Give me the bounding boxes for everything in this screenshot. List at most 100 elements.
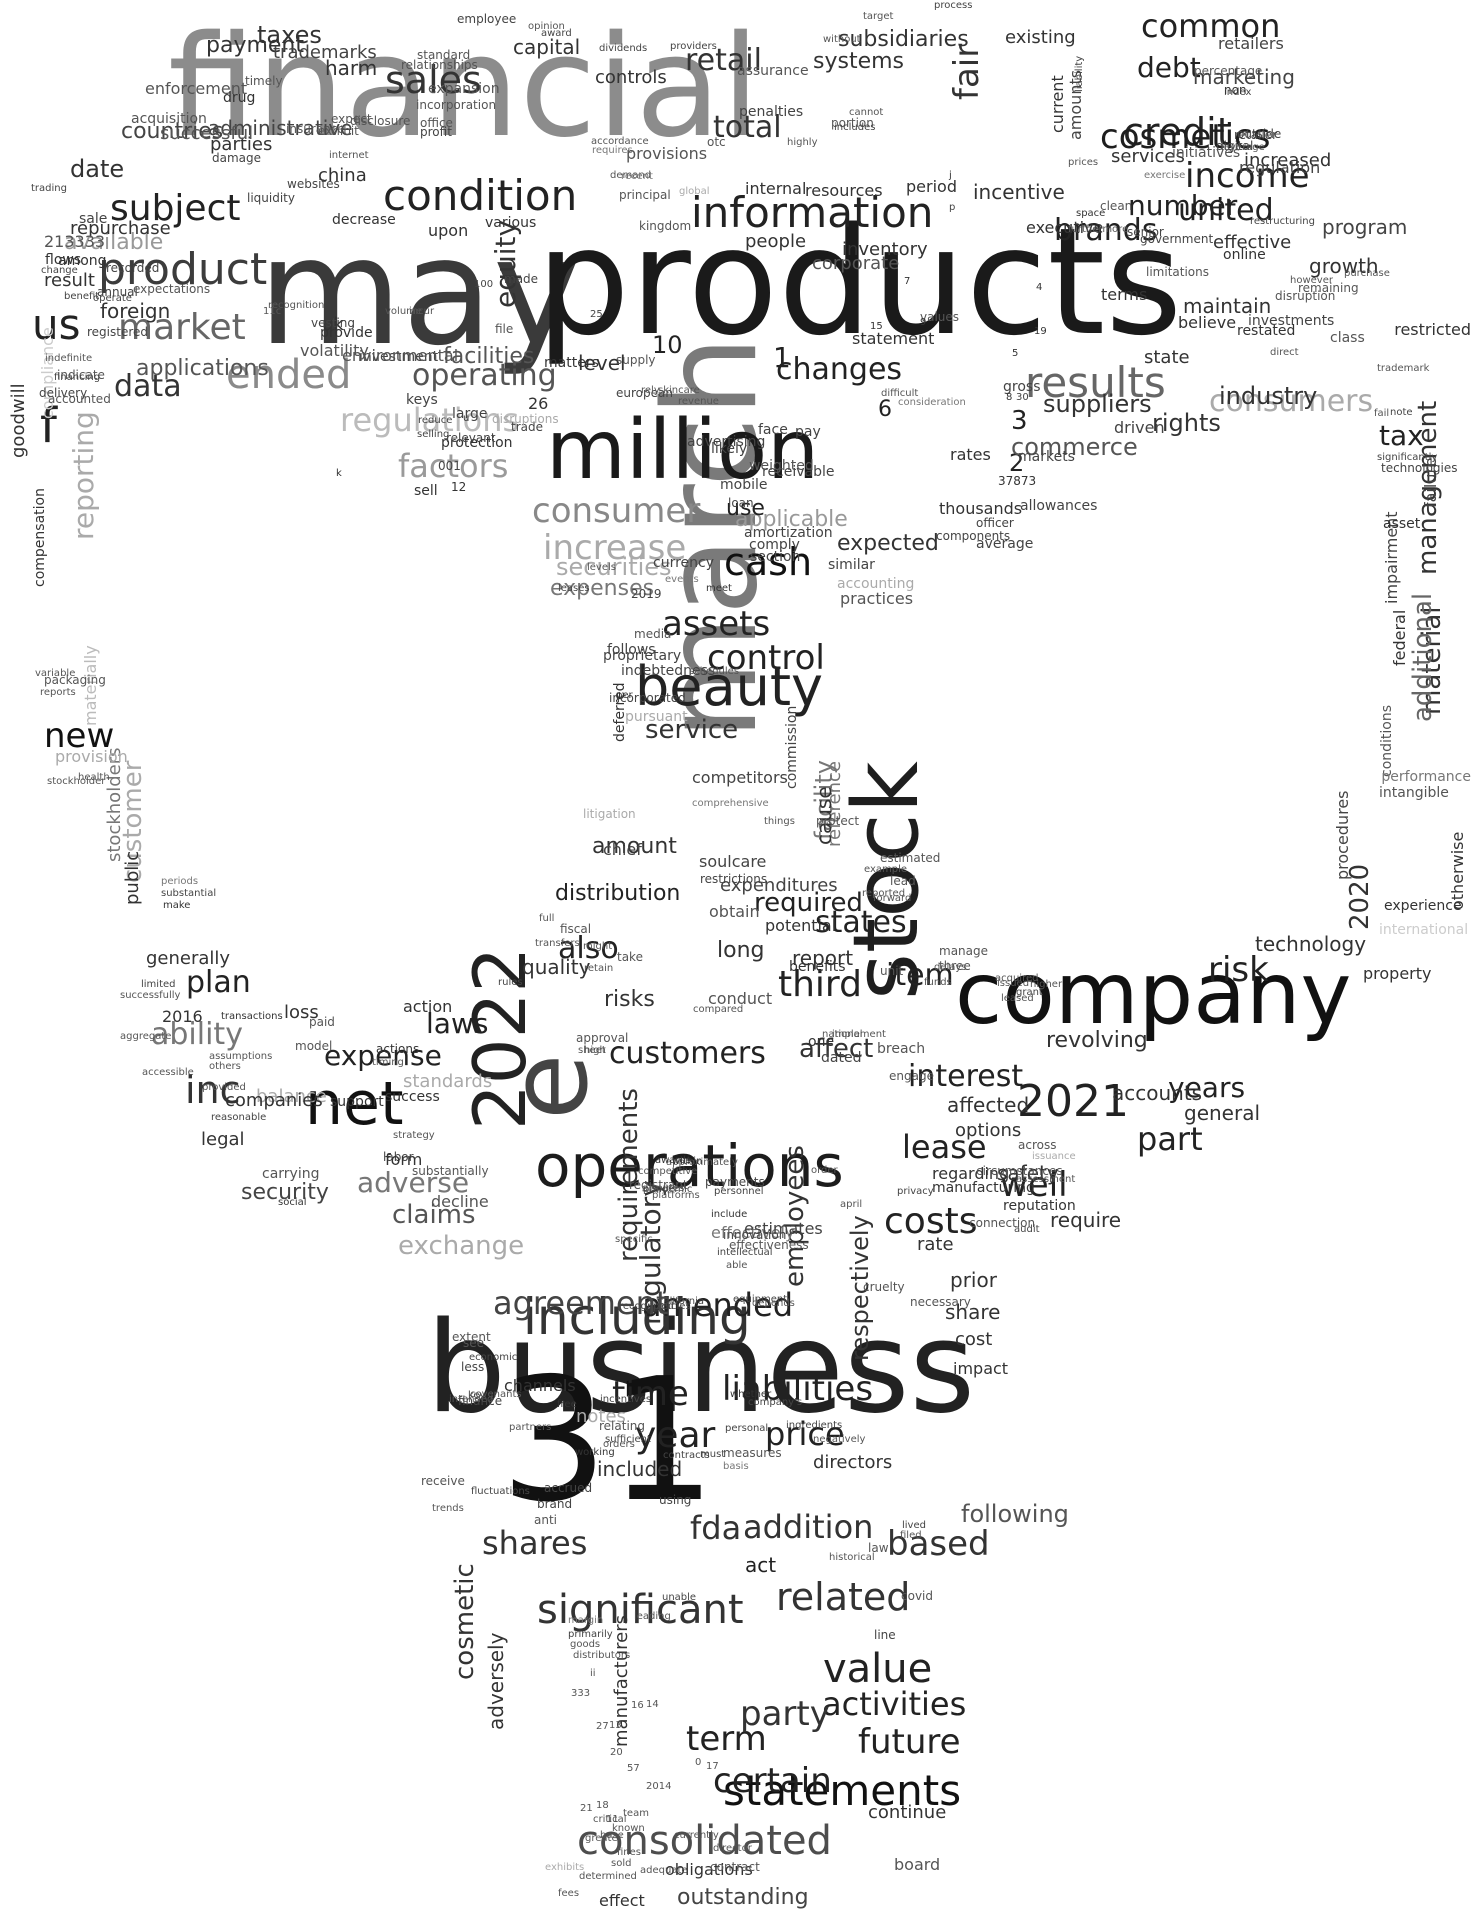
word-248: indebtedness — [621, 663, 716, 679]
word-498: issuance — [1032, 1151, 1076, 1162]
word-262: markets — [1018, 449, 1075, 465]
word-241: performance — [1381, 769, 1471, 785]
word-352: includes — [834, 122, 876, 133]
word-257: amortization — [744, 525, 833, 541]
word-24: cosmetics — [1100, 117, 1271, 157]
word-85: equity — [489, 219, 522, 308]
word-525: covenants — [470, 1389, 522, 1400]
word-121: quality — [522, 955, 591, 979]
word-159: standards — [403, 1071, 493, 1092]
word-29: us — [32, 300, 81, 349]
word-249: proprietary — [603, 648, 682, 664]
word-100: years — [1168, 1071, 1246, 1104]
word-453: leases — [558, 583, 590, 594]
word-556: leading — [634, 1611, 671, 1622]
word-255: comply — [749, 537, 800, 553]
word-452: levels — [587, 562, 616, 573]
word-144: obligations — [665, 1860, 753, 1879]
word-308: expansion — [428, 81, 500, 97]
word-518: necessary — [910, 1295, 971, 1309]
word-47: addition — [743, 1508, 874, 1546]
word-570: 17 — [706, 1761, 719, 1772]
word-234: federal — [1390, 609, 1409, 666]
word-500: connection — [969, 1216, 1036, 1230]
word-294: benefit — [64, 291, 100, 302]
word-178: among — [58, 253, 107, 269]
word-384: 9 — [920, 317, 927, 328]
word-464: successfully — [120, 990, 181, 1001]
word-490: competitive — [638, 1166, 698, 1177]
word-575: 11 — [606, 1814, 619, 1825]
word-0: may — [258, 206, 581, 378]
word-210: china — [318, 165, 367, 186]
word-251: accounting — [837, 576, 915, 592]
word-293: change — [41, 265, 78, 276]
word-70: exchange — [398, 1231, 525, 1261]
word-25: income — [1185, 156, 1310, 196]
word-579: contract — [710, 1860, 760, 1874]
word-394: successful — [160, 123, 254, 144]
word-127: accounts — [1112, 1081, 1203, 1105]
word-523: finance — [458, 1394, 503, 1408]
word-273: trade — [511, 420, 543, 434]
word-346: direct — [1270, 347, 1299, 358]
word-474: model — [295, 1039, 333, 1053]
word-90: service — [645, 715, 739, 745]
word-343: technologies — [1381, 461, 1458, 475]
word-78: total — [713, 110, 782, 145]
word-479: strategy — [393, 1130, 435, 1141]
word-225: driven — [1114, 418, 1165, 437]
word-504: specific — [615, 1234, 653, 1245]
word-107: 3 — [1011, 406, 1028, 436]
word-351: portion — [831, 116, 874, 130]
word-230: matters — [544, 355, 599, 371]
word-307: profit — [420, 125, 452, 139]
word-146: effect — [599, 1891, 645, 1910]
word-524: key — [468, 1390, 486, 1401]
word-185: taxes — [257, 21, 322, 49]
word-503: estimates — [744, 1219, 823, 1238]
word-315: dividends — [599, 43, 648, 54]
word-507: innovation — [723, 1228, 787, 1242]
word-208: period — [906, 177, 957, 196]
word-543: accrued — [544, 1481, 593, 1495]
word-260: officer — [976, 516, 1014, 530]
word-119: amount — [592, 834, 677, 859]
word-202: online — [1223, 247, 1266, 263]
word-156: security — [241, 1180, 329, 1205]
word-362: recent — [621, 171, 653, 182]
word-540: contracts — [663, 1450, 710, 1461]
word-407: asset — [1383, 516, 1421, 532]
word-363: accordance — [591, 136, 649, 147]
word-397: provisions — [626, 144, 708, 163]
word-31: subject — [110, 188, 241, 229]
word-568: 57 — [627, 1763, 640, 1774]
word-217: restated — [1237, 323, 1296, 339]
word-129: affected — [947, 1093, 1030, 1117]
word-155: competitors — [692, 768, 788, 787]
word-187: harm — [325, 56, 378, 80]
word-476: actions — [376, 1042, 420, 1056]
word-62: item — [886, 958, 954, 993]
word-130: options — [955, 1120, 1022, 1141]
word-566: 27 — [596, 1721, 609, 1732]
word-157: legal — [201, 1129, 245, 1150]
word-128: general — [1184, 1101, 1261, 1125]
word-337: disruption — [1275, 289, 1336, 303]
word-442: example — [864, 864, 908, 875]
word-469: assumptions — [209, 1051, 273, 1062]
word-59: interest — [908, 1059, 1024, 1094]
word-376: k — [336, 468, 342, 479]
word-571: 20 — [610, 1747, 623, 1758]
word-564: 16 — [631, 1700, 644, 1711]
word-348: made — [504, 272, 539, 286]
word-163: 2016 — [162, 1007, 203, 1026]
word-309: timely — [245, 74, 283, 88]
word-551: historical — [829, 1552, 875, 1563]
word-554: covid — [901, 1589, 933, 1603]
word-173: applications — [136, 356, 269, 381]
word-221: level — [578, 351, 626, 375]
word-247: follows — [607, 642, 656, 658]
word-421: approval — [576, 1031, 629, 1045]
word-415: might — [583, 941, 613, 952]
